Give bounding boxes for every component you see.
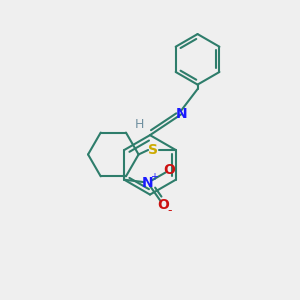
Text: N: N	[176, 107, 187, 121]
Text: +: +	[150, 172, 158, 182]
Text: -: -	[167, 204, 172, 217]
Text: H: H	[135, 118, 144, 131]
Text: O: O	[157, 198, 169, 212]
Text: S: S	[148, 143, 158, 157]
Text: N: N	[142, 176, 154, 190]
Text: O: O	[164, 163, 175, 177]
